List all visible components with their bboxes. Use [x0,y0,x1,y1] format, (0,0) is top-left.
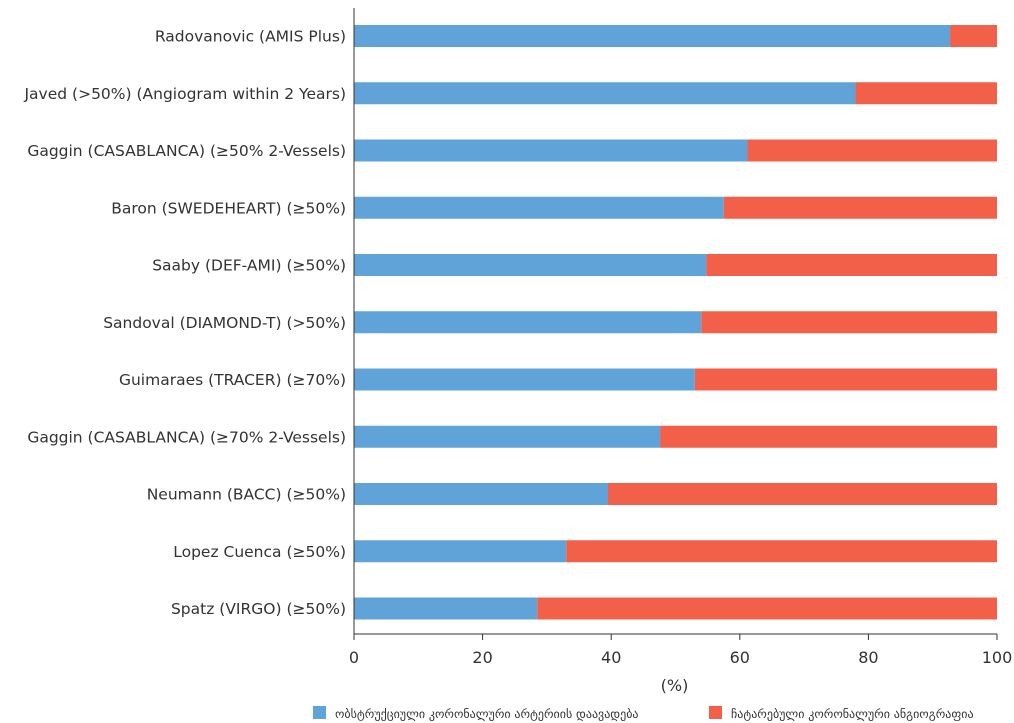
bar-segment-2 [607,483,997,505]
bar-segment-2 [694,368,997,391]
bar-segment-2 [701,311,997,334]
category-label: Radovanovic (AMIS Plus) [155,28,346,46]
legend-label-2: ჩატარებული კორონალური ანგიოგრაფია [731,707,974,721]
x-tick-label: 40 [601,648,621,667]
bar-segment-2 [660,425,997,448]
bar-segment-1 [354,483,608,505]
bar-segment-2 [566,540,997,563]
bar-segment-2 [950,25,997,47]
bar-segment-1 [354,311,702,334]
bar-segment-1 [354,425,661,448]
category-label: Sandoval (DIAMOND-T) (>50%) [103,314,346,332]
x-tick-label: 100 [982,648,1013,667]
bar-segment-1 [354,540,567,563]
legend: ობსტრუქციული კორონალური არტერიის დაავადე… [313,706,974,721]
category-label: Neumann (BACC) (≥50%) [147,486,346,504]
bar-segment-1 [354,25,951,47]
bar-segment-2 [747,139,997,162]
category-label: Spatz (VIRGO) (≥50%) [171,600,346,618]
category-label: Saaby (DEF-AMI) (≥50%) [152,257,346,275]
category-labels: Radovanovic (AMIS Plus) Javed (>50%) (Ang… [23,28,346,619]
bar-segment-1 [354,139,748,162]
bar-segment-2 [855,82,997,105]
bar-segment-1 [354,597,538,620]
x-tick-label: 20 [472,648,492,667]
bars-group [354,25,997,620]
legend-label-1: ობსტრუქციული კორონალური არტერიის დაავადე… [335,707,639,721]
category-label: Lopez Cuenca (≥50%) [173,543,346,561]
x-ticks: 0 20 40 60 80 100 [349,634,1012,667]
legend-swatch-1 [313,706,326,719]
x-tick-label: 80 [858,648,878,667]
category-label: Baron (SWEDEHEART) (≥50%) [111,199,346,217]
category-label: Gaggin (CASABLANCA) (≥50% 2-Vessels) [27,142,346,160]
x-tick-label: 0 [349,648,359,667]
category-label: Javed (>50%) (Angiogram within 2 Years) [23,85,346,103]
bar-segment-1 [354,254,707,276]
category-label: Gaggin (CASABLANCA) (≥70% 2-Vessels) [27,428,346,446]
x-axis-title: (%) [661,676,689,695]
bar-segment-2 [723,196,997,219]
legend-swatch-2 [709,706,722,719]
x-tick-label: 60 [730,648,750,667]
bar-segment-1 [354,368,695,391]
category-label: Guimaraes (TRACER) (≥70%) [119,371,346,389]
bar-segment-1 [354,196,724,219]
bar-segment-2 [537,597,997,620]
bar-segment-1 [354,82,856,105]
bar-segment-2 [706,254,997,276]
